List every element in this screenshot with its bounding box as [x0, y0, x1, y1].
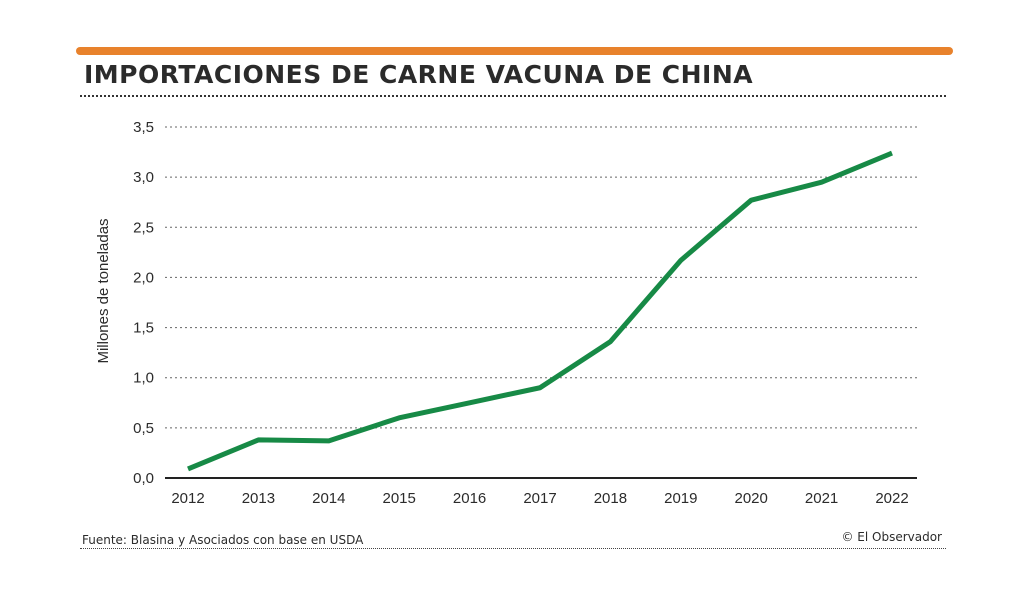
footer-divider: [80, 548, 946, 549]
series-line: [187, 150, 893, 472]
x-tick-label: 2015: [383, 490, 416, 507]
top-accent-rule: [76, 47, 953, 55]
x-tick-label: 2020: [735, 490, 768, 507]
y-tick-label: 2,5: [133, 219, 154, 236]
series-group: [187, 150, 893, 472]
chart-title: IMPORTACIONES DE CARNE VACUNA DE CHINA: [84, 60, 754, 89]
x-tick-label: 2021: [805, 490, 838, 507]
x-tick-label: 2022: [875, 490, 908, 507]
source-note: Fuente: Blasina y Asociados con base en …: [82, 533, 364, 547]
gridlines: [165, 126, 917, 429]
y-tick-label: 3,0: [133, 169, 154, 186]
credit-note: © El Observador: [841, 530, 942, 544]
x-tick-label: 2013: [242, 490, 275, 507]
x-tick-label: 2014: [312, 490, 345, 507]
x-tick-label: 2019: [664, 490, 697, 507]
x-tick-label: 2012: [171, 490, 204, 507]
x-tick-labels: 2012 2013 2014 2015 2016 2017 2018 2019 2020 2021…: [171, 490, 908, 507]
y-axis-label: Millones de toneladas: [95, 218, 112, 363]
y-tick-label: 0,5: [133, 420, 154, 437]
x-tick-label: 2016: [453, 490, 486, 507]
y-tick-labels: 0,0 0,5 1,0 1,5 2,0 2,5 3,0 3,5: [133, 119, 154, 487]
y-tick-label: 2,0: [133, 269, 154, 286]
y-tick-label: 0,0: [133, 470, 154, 487]
y-tick-label: 1,0: [133, 370, 154, 387]
x-tick-label: 2017: [523, 490, 556, 507]
y-tick-label: 3,5: [133, 119, 154, 136]
y-tick-label: 1,5: [133, 320, 154, 337]
title-divider: [80, 95, 946, 97]
x-tick-label: 2018: [594, 490, 627, 507]
